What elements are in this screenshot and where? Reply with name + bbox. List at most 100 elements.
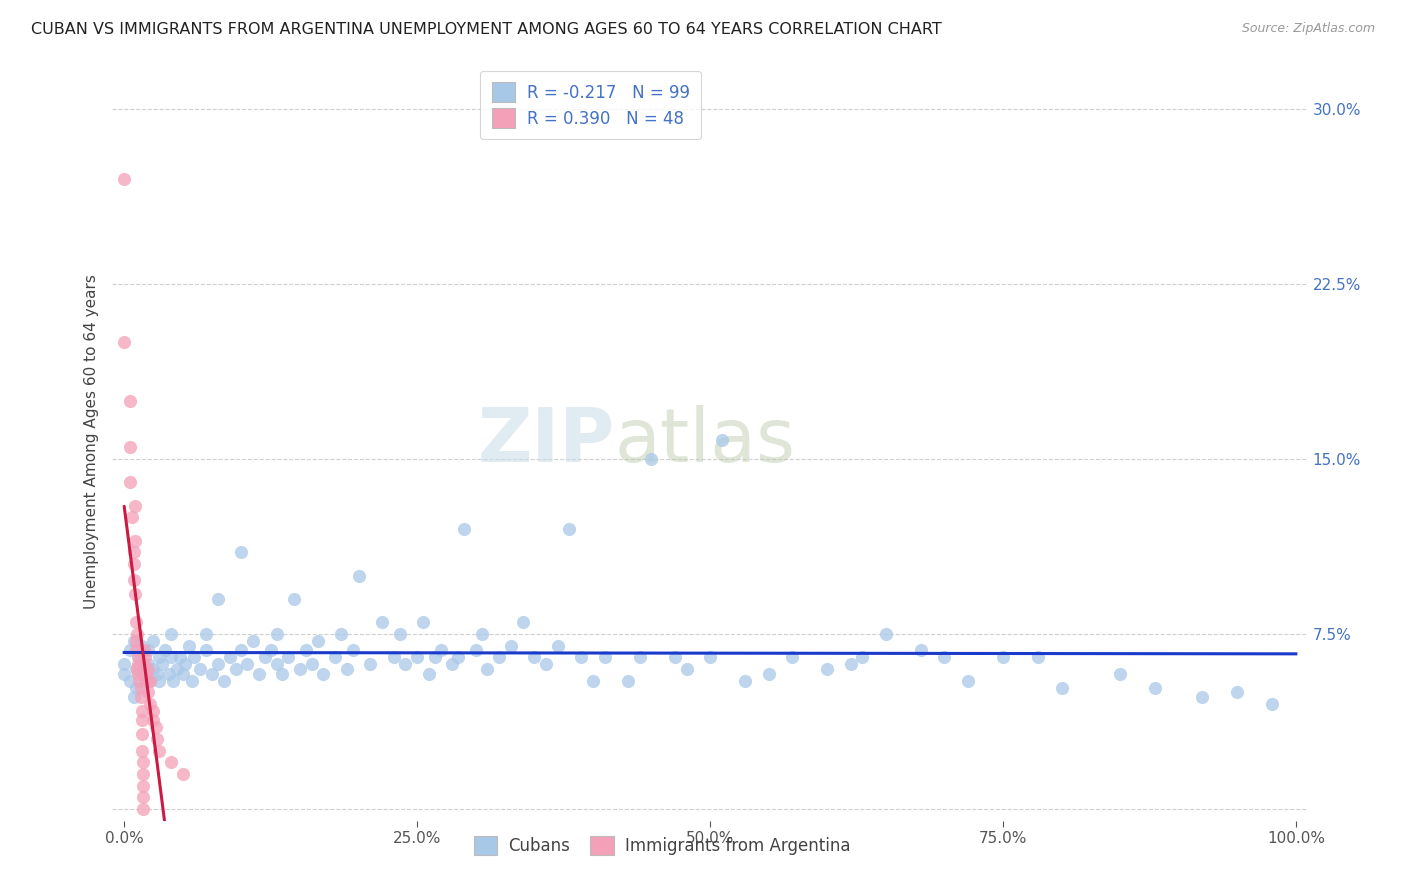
Point	[134, 666, 156, 681]
Point	[1050, 681, 1073, 695]
Point	[142, 662, 165, 676]
Point	[136, 662, 159, 676]
Point	[195, 643, 218, 657]
Point	[132, 756, 155, 770]
Point	[288, 662, 311, 676]
Point	[169, 650, 191, 665]
Point	[212, 673, 235, 688]
Point	[991, 650, 1014, 665]
Point	[260, 643, 283, 657]
Point	[160, 627, 183, 641]
Point	[139, 673, 162, 688]
Point	[128, 673, 150, 688]
Point	[128, 650, 150, 665]
Point	[207, 592, 229, 607]
Point	[136, 657, 159, 672]
Point	[127, 662, 149, 676]
Point	[429, 643, 451, 657]
Point	[470, 627, 494, 641]
Point	[388, 627, 411, 641]
Point	[146, 666, 169, 681]
Point	[142, 704, 165, 718]
Point	[132, 790, 155, 805]
Point	[201, 666, 224, 681]
Point	[125, 662, 148, 676]
Point	[277, 650, 299, 665]
Point	[134, 673, 156, 688]
Point	[172, 666, 194, 681]
Point	[148, 744, 170, 758]
Point	[166, 662, 188, 676]
Point	[132, 802, 155, 816]
Point	[188, 662, 212, 676]
Point	[593, 650, 616, 665]
Point	[582, 673, 605, 688]
Point	[910, 643, 932, 657]
Point	[132, 643, 156, 657]
Point	[122, 690, 145, 704]
Point	[394, 657, 416, 672]
Point	[134, 650, 156, 665]
Point	[406, 650, 429, 665]
Point	[295, 643, 318, 657]
Point	[131, 639, 153, 653]
Point	[132, 779, 155, 793]
Point	[131, 704, 153, 718]
Point	[699, 650, 721, 665]
Point	[183, 650, 205, 665]
Point	[247, 666, 270, 681]
Point	[148, 673, 170, 688]
Point	[347, 568, 370, 582]
Point	[131, 714, 153, 728]
Point	[120, 673, 141, 688]
Point	[139, 673, 162, 688]
Point	[177, 639, 200, 653]
Point	[139, 697, 162, 711]
Point	[195, 627, 218, 641]
Point	[1226, 685, 1249, 699]
Point	[330, 627, 353, 641]
Point	[1191, 690, 1213, 704]
Point	[453, 522, 475, 536]
Point	[218, 650, 240, 665]
Text: CUBAN VS IMMIGRANTS FROM ARGENTINA UNEMPLOYMENT AMONG AGES 60 TO 64 YEARS CORREL: CUBAN VS IMMIGRANTS FROM ARGENTINA UNEMP…	[31, 22, 942, 37]
Point	[956, 673, 979, 688]
Point	[225, 662, 247, 676]
Point	[127, 666, 149, 681]
Point	[160, 650, 183, 665]
Point	[569, 650, 592, 665]
Point	[1261, 697, 1284, 711]
Point	[1109, 666, 1132, 681]
Point	[464, 643, 486, 657]
Point	[129, 681, 152, 695]
Y-axis label: Unemployment Among Ages 60 to 64 years: Unemployment Among Ages 60 to 64 years	[83, 274, 98, 609]
Point	[127, 657, 149, 672]
Point	[155, 643, 177, 657]
Point	[512, 615, 534, 630]
Point	[336, 662, 359, 676]
Point	[120, 441, 141, 455]
Point	[120, 643, 141, 657]
Text: atlas: atlas	[614, 405, 796, 478]
Point	[125, 681, 148, 695]
Point	[412, 615, 434, 630]
Point	[125, 643, 148, 657]
Point	[301, 657, 323, 672]
Point	[758, 666, 780, 681]
Point	[124, 499, 146, 513]
Point	[125, 634, 148, 648]
Point	[447, 650, 470, 665]
Point	[423, 650, 446, 665]
Point	[127, 627, 149, 641]
Point	[312, 666, 335, 681]
Point	[734, 673, 756, 688]
Point	[122, 545, 145, 559]
Point	[236, 657, 259, 672]
Point	[323, 650, 346, 665]
Point	[441, 657, 464, 672]
Point	[231, 643, 253, 657]
Point	[127, 650, 149, 665]
Point	[157, 666, 180, 681]
Point	[558, 522, 581, 536]
Point	[640, 452, 662, 467]
